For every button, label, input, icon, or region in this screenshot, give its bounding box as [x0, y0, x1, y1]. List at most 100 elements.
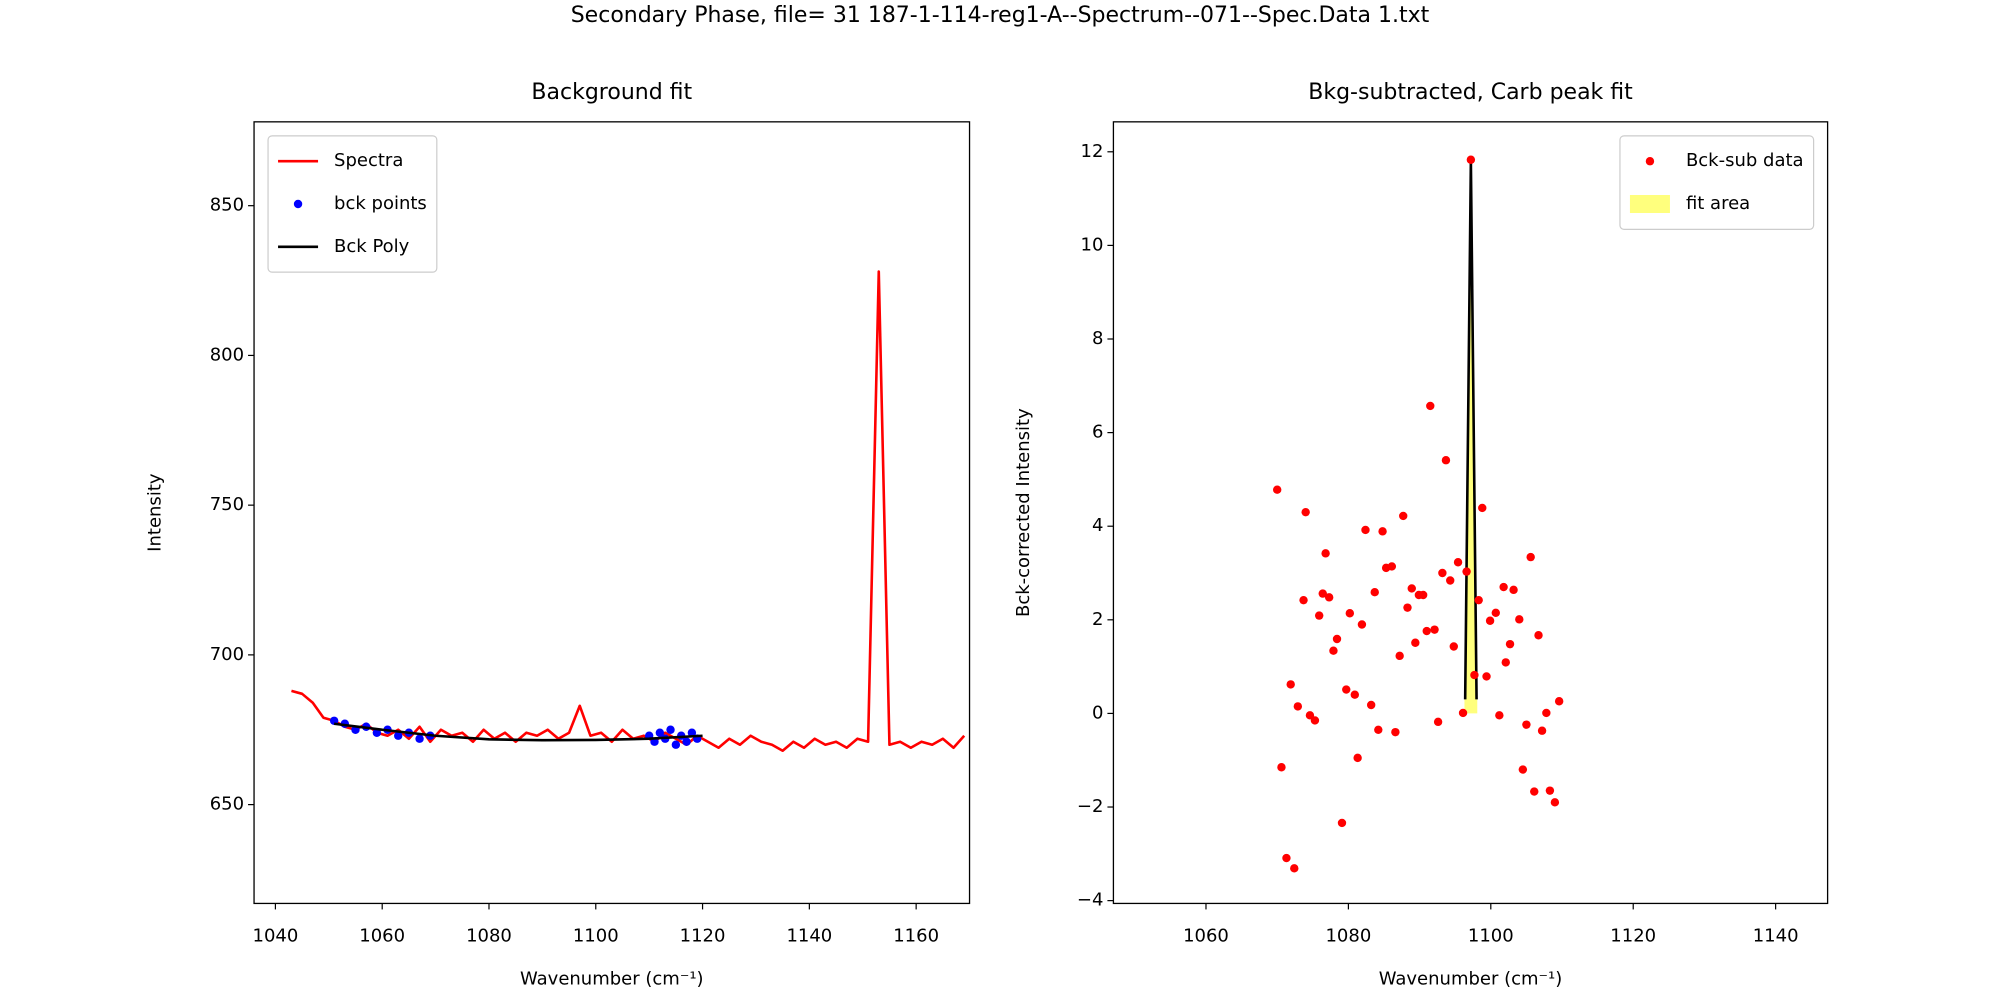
x-axis-label: Wavenumber (cm⁻¹): [520, 968, 704, 989]
scatter-point: [1321, 549, 1330, 558]
scatter-point: [1403, 603, 1412, 612]
scatter-point: [1550, 798, 1560, 807]
legend-handle: [293, 199, 303, 209]
scatter-point: [1509, 585, 1518, 595]
scatter-point: [1449, 642, 1458, 651]
legend-box: [267, 135, 438, 273]
scatter-point: [1299, 595, 1308, 605]
y-tick-label: 4: [1092, 515, 1103, 536]
scatter-point: [1505, 639, 1515, 649]
y-tick-label: −4: [1077, 890, 1104, 911]
scatter-point: [1485, 616, 1495, 625]
subplot-title: Bkg-subtracted, Carb peak fit: [1308, 80, 1633, 105]
scatter-point: [1530, 787, 1539, 796]
y-tick-label: 0: [1092, 702, 1103, 723]
scatter-point: [1430, 625, 1439, 634]
scatter-point: [1310, 716, 1320, 725]
scatter-point: [682, 737, 691, 746]
y-tick-label: 10: [1081, 234, 1104, 255]
scatter-point: [1458, 708, 1468, 718]
plot-area: [291, 270, 966, 753]
subplot: Background fit Wavenumber (cm⁻¹) Intensity…: [145, 80, 971, 989]
y-tick-label: 850: [210, 195, 244, 216]
legend-label: Spectra: [334, 150, 403, 171]
x-tick-label: 1080: [1325, 925, 1371, 946]
scatter-point: [1353, 753, 1362, 763]
scatter-point: [1522, 720, 1531, 729]
scatter-point: [1332, 634, 1342, 644]
y-axis-label: Intensity: [145, 473, 166, 552]
x-tick-label: 1140: [1753, 925, 1799, 946]
scatter-point: [1282, 853, 1291, 863]
scatter-point: [1518, 765, 1528, 774]
scatter-point: [1478, 503, 1487, 513]
x-tick-label: 1040: [253, 925, 299, 946]
scatter-point: [1411, 638, 1420, 647]
scatter-point: [1433, 717, 1443, 727]
scatter-point: [1407, 584, 1416, 593]
scatter-point: [671, 740, 681, 749]
scatter-point: [1537, 726, 1547, 735]
scatter-point: [1314, 611, 1324, 620]
scatter-point: [1462, 567, 1471, 576]
scatter-point: [1345, 609, 1355, 618]
x-tick-label: 1160: [893, 925, 939, 946]
x-tick-label: 1060: [359, 925, 405, 946]
scatter-point: [1301, 507, 1310, 517]
y-tick-label: 800: [210, 344, 244, 365]
legend-label: bck points: [334, 193, 427, 214]
scatter-point: [1337, 818, 1347, 828]
scatter-point: [1453, 558, 1463, 567]
scatter-point: [1286, 680, 1295, 689]
axes-frame: [1112, 121, 1829, 905]
scatter-point: [1370, 588, 1379, 597]
scatter-point: [415, 734, 424, 743]
legend-label: Bck-sub data: [1686, 150, 1804, 171]
scatter-point: [1387, 562, 1397, 571]
line-series: [291, 270, 966, 753]
scatter-point: [1470, 670, 1479, 680]
scatter-point: [1391, 727, 1400, 737]
plot-area: [1272, 155, 1564, 873]
scatter-point: [1515, 615, 1524, 624]
scatter-point: [1446, 576, 1455, 585]
scatter-point: [1418, 590, 1428, 600]
scatter-point: [1526, 552, 1535, 562]
scatter-point: [1366, 700, 1376, 710]
y-tick-label: 650: [210, 794, 244, 815]
scatter-point: [1293, 702, 1303, 711]
scatter-point: [1277, 763, 1286, 772]
scatter-point: [1272, 485, 1282, 494]
x-tick-label: 1080: [466, 925, 512, 946]
scatter-point: [1466, 155, 1476, 164]
scatter-point: [1361, 525, 1370, 535]
scatter-point: [1378, 527, 1387, 536]
x-tick-label: 1120: [680, 925, 726, 946]
x-tick-label: 1140: [786, 925, 832, 946]
subplot-title: Background fit: [531, 80, 692, 105]
scatter-point: [1290, 864, 1299, 873]
scatter-point: [1545, 786, 1555, 795]
scatter-point: [1357, 620, 1367, 629]
scatter-point: [1426, 401, 1435, 411]
x-tick-label: 1100: [1468, 925, 1514, 946]
y-axis-label: Bck-corrected Intensity: [1013, 408, 1034, 617]
scatter-point: [1399, 511, 1408, 521]
scatter-point: [666, 725, 675, 734]
scatter-point: [655, 728, 665, 737]
scatter-point: [1395, 651, 1404, 661]
legend-label: Bck Poly: [334, 236, 410, 257]
figure-title: Secondary Phase, file= 31 187-1-114-reg1…: [571, 3, 1430, 28]
scatter-point: [1501, 658, 1510, 667]
scatter-point: [394, 731, 403, 740]
y-tick-label: 12: [1081, 141, 1104, 162]
scatter-point: [1422, 626, 1431, 636]
legend-handle: [1645, 157, 1655, 166]
axes-frame: [253, 121, 971, 905]
y-tick-label: 8: [1092, 328, 1103, 349]
x-tick-label: 1060: [1183, 925, 1229, 946]
y-tick-label: 750: [210, 494, 244, 515]
legend: Spectra bck points Bck Poly: [267, 135, 438, 273]
